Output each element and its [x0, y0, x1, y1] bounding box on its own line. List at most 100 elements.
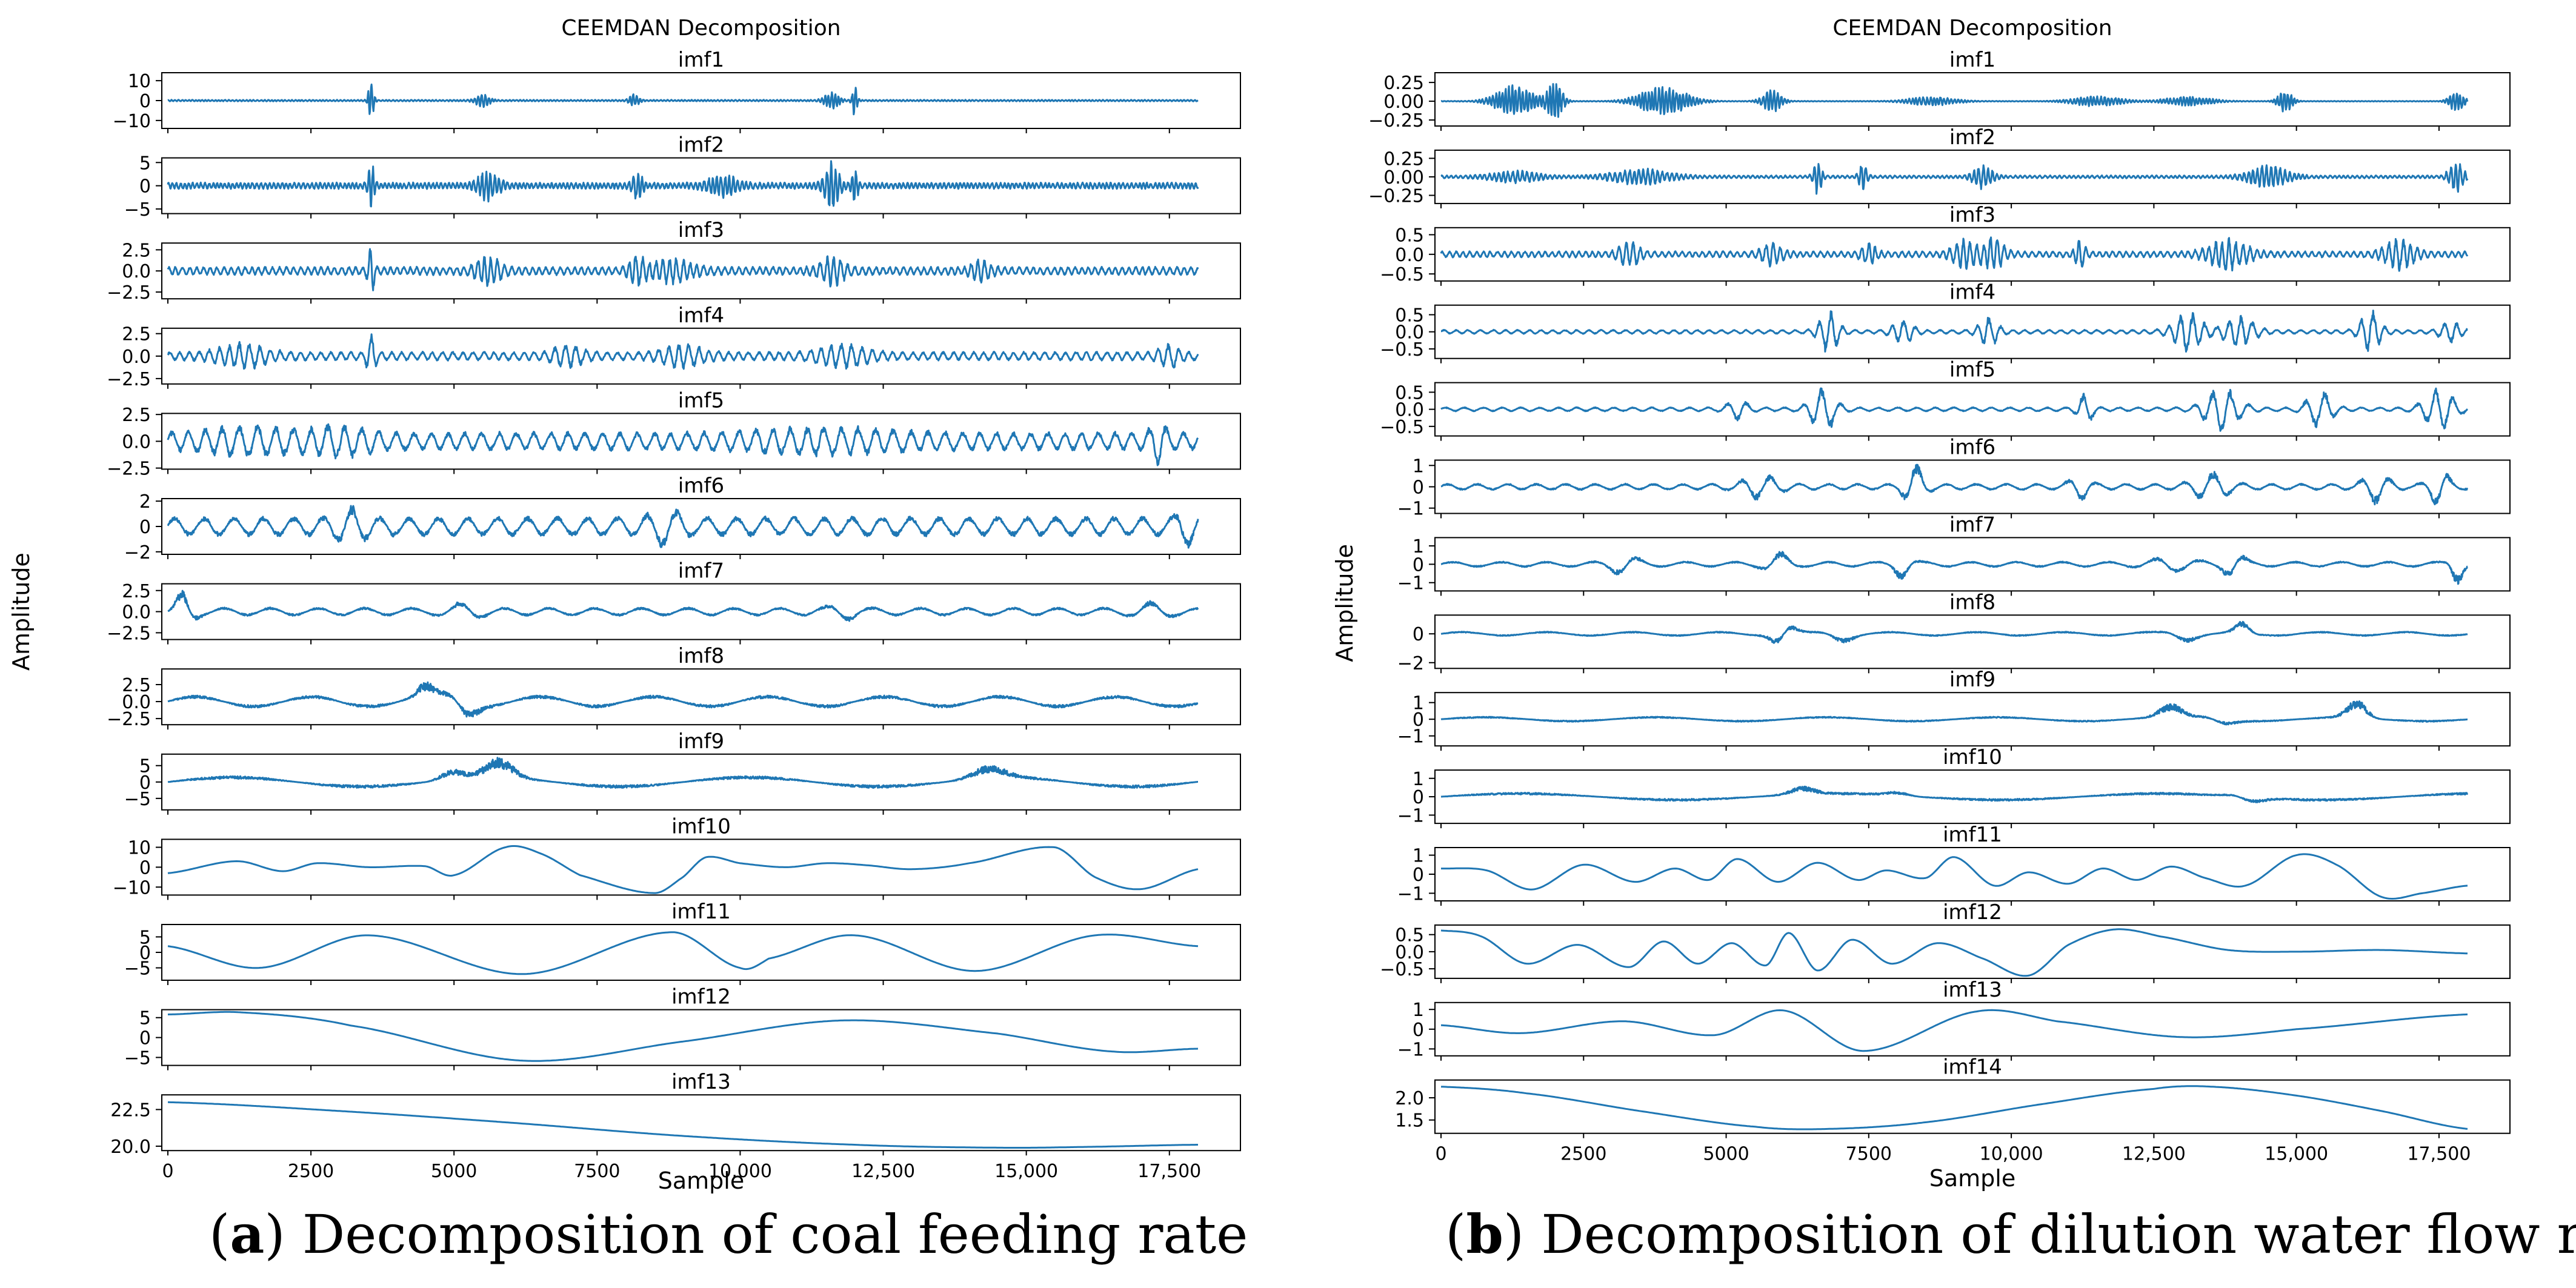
panel-title-imf6: imf6: [678, 474, 724, 498]
panel-imf8: imf8 2.50.0−2.5: [107, 644, 1241, 730]
y-tick-label-imf11: −1: [1397, 883, 1424, 905]
panel-frame-imf8: [161, 668, 1241, 726]
panel-title-imf2: imf2: [678, 133, 724, 158]
y-tick-label-imf1: 0.25: [1383, 73, 1424, 94]
y-tick-label-imf3: 0.0: [122, 261, 151, 282]
y-tick-label-imf6: −1: [1397, 499, 1424, 520]
y-tick-label-imf11: 0: [139, 943, 151, 964]
panel-frame-imf1: [1434, 72, 2511, 127]
x-tick-label: 7500: [1846, 1144, 1892, 1165]
y-tick-label-imf9: −5: [124, 789, 151, 810]
y-tick-label-imf10: −10: [113, 877, 151, 898]
y-tick-label-imf3: 0.0: [1395, 245, 1424, 266]
panel-title-imf7: imf7: [678, 559, 724, 583]
panel-imf7: imf7 2.50.0−2.5: [107, 559, 1241, 645]
y-tick-label-imf7: −2.5: [107, 623, 151, 644]
y-tick-label-imf8: 0.0: [122, 692, 151, 713]
panel-title-imf11: imf11: [671, 900, 731, 924]
y-tick-label-imf6: 0: [139, 517, 151, 538]
x-tick-label: 7500: [574, 1161, 620, 1182]
signal-line-imf2: [167, 160, 1199, 208]
panel-imf9: imf9 10−1: [1397, 668, 2511, 751]
panel-imf5: imf5 2.5 0.0 −2.5: [107, 388, 1241, 480]
signal-line-imf12: [167, 1011, 1199, 1062]
caption-b: (b) Decomposition of dilution water flow…: [1445, 1203, 2576, 1266]
panel-frame-imf4: [161, 327, 1241, 385]
y-tick-label-imf13: 1: [1413, 1000, 1424, 1021]
y-tick-label-imf1: −0.25: [1368, 110, 1424, 131]
x-tick-label: 12,500: [2122, 1144, 2186, 1165]
y-tick-label-imf4: −2.5: [107, 369, 151, 390]
panel-title-imf3: imf3: [678, 218, 724, 242]
y-tick-label-imf10: −1: [1397, 805, 1424, 826]
y-axis-label: Amplitude: [8, 553, 35, 671]
panel-frame-imf11: [1434, 847, 2511, 901]
panel-title-imf6: imf6: [1949, 436, 1995, 460]
signal-line-imf8: [167, 681, 1199, 718]
signal-line-imf1: [1440, 83, 2469, 118]
panel-imf1: imf1 0.250.00−0.25: [1368, 48, 2511, 131]
panel-frame-imf7: [1434, 537, 2511, 592]
y-tick-label-imf11: 5: [139, 927, 151, 948]
y-tick-label-imf9: 1: [1413, 693, 1424, 714]
x-tick-label: 10,000: [1980, 1144, 2043, 1165]
panel-frame-imf8: [1434, 614, 2511, 669]
x-tick-label: 17,500: [1137, 1161, 1201, 1182]
y-tick-label-imf5: 0.5: [1395, 382, 1424, 403]
x-tick-label: 10,000: [708, 1161, 772, 1182]
y-tick-label-imf1: −10: [113, 111, 151, 132]
panel-frame-imf9: [1434, 692, 2511, 747]
y-tick-label-imf12: 0.0: [1395, 942, 1424, 963]
panel-title-imf7: imf7: [1949, 513, 1995, 537]
panel-imf11: imf11 50−5: [124, 900, 1241, 985]
y-tick-label-imf4: 0.0: [122, 347, 151, 368]
panel-imf6: imf6 10−1: [1397, 436, 2511, 520]
signal-line-imf4: [1440, 310, 2468, 353]
y-tick-label-imf1: 0: [139, 91, 151, 112]
chart-coal-feeding-rate: CEEMDAN DecompositionAmplitudeimf1100−10…: [8, 16, 1241, 1194]
x-tick-label: 12,500: [851, 1161, 915, 1182]
panel-imf9: imf9 50−5: [124, 729, 1241, 815]
panel-title-imf5: imf5: [1949, 358, 1995, 382]
caption-a: (a) Decomposition of coal feeding rate: [209, 1203, 1248, 1266]
panel-frame-imf10: [161, 838, 1241, 896]
panel-title-imf9: imf9: [678, 729, 724, 754]
panel-title-imf14: imf14: [1943, 1055, 2002, 1080]
panel-imf13: imf13 10−1: [1397, 978, 2511, 1061]
y-tick-label-imf1: 10: [128, 71, 151, 92]
panel-title-imf11: imf11: [1943, 823, 2002, 847]
panel-imf7: imf7 10−1: [1397, 513, 2511, 596]
caption-b-text: Decomposition of dilution water flow rat…: [1541, 1203, 2576, 1266]
panel-title-imf10: imf10: [1943, 745, 2002, 769]
y-tick-label-imf6: 2: [139, 491, 151, 513]
y-tick-label-imf13: 22.5: [110, 1100, 151, 1121]
y-tick-label-imf4: 0.5: [1395, 305, 1424, 326]
y-tick-label-imf8: 0: [1413, 624, 1424, 645]
signal-line-imf12: [1440, 928, 2468, 977]
panel-title-imf4: imf4: [678, 304, 724, 328]
panel-title-imf1: imf1: [1949, 48, 1995, 72]
y-tick-label-imf9: −1: [1397, 726, 1424, 748]
y-tick-label-imf13: 20.0: [110, 1137, 151, 1158]
signal-line-imf7: [167, 589, 1199, 622]
signal-line-imf4: [167, 333, 1199, 370]
caption-a-label: a: [230, 1203, 265, 1266]
x-tick-label: 5000: [1703, 1144, 1749, 1165]
signal-line-imf7: [1440, 551, 2468, 585]
y-tick-label-imf2: −0.25: [1368, 185, 1424, 207]
y-tick-label-imf5: 0.0: [122, 431, 151, 453]
y-tick-label-imf7: 2.5: [122, 581, 151, 602]
panel-frame-imf13: [161, 1094, 1241, 1152]
y-tick-label-imf3: 0.5: [1395, 225, 1424, 246]
signal-line-imf9: [167, 757, 1199, 789]
y-tick-label-imf9: 0: [139, 772, 151, 794]
x-tick-label: 15,000: [994, 1161, 1058, 1182]
signal-line-imf11: [167, 931, 1199, 975]
panel-imf11: imf11 10−1: [1397, 823, 2511, 906]
x-tick-label: 2500: [288, 1161, 334, 1182]
panel-imf12: imf12 50−5: [124, 985, 1241, 1071]
panel-frame-imf12: [1434, 924, 2511, 979]
signal-line-imf6: [1440, 463, 2469, 506]
panel-title-imf12: imf12: [671, 985, 731, 1009]
